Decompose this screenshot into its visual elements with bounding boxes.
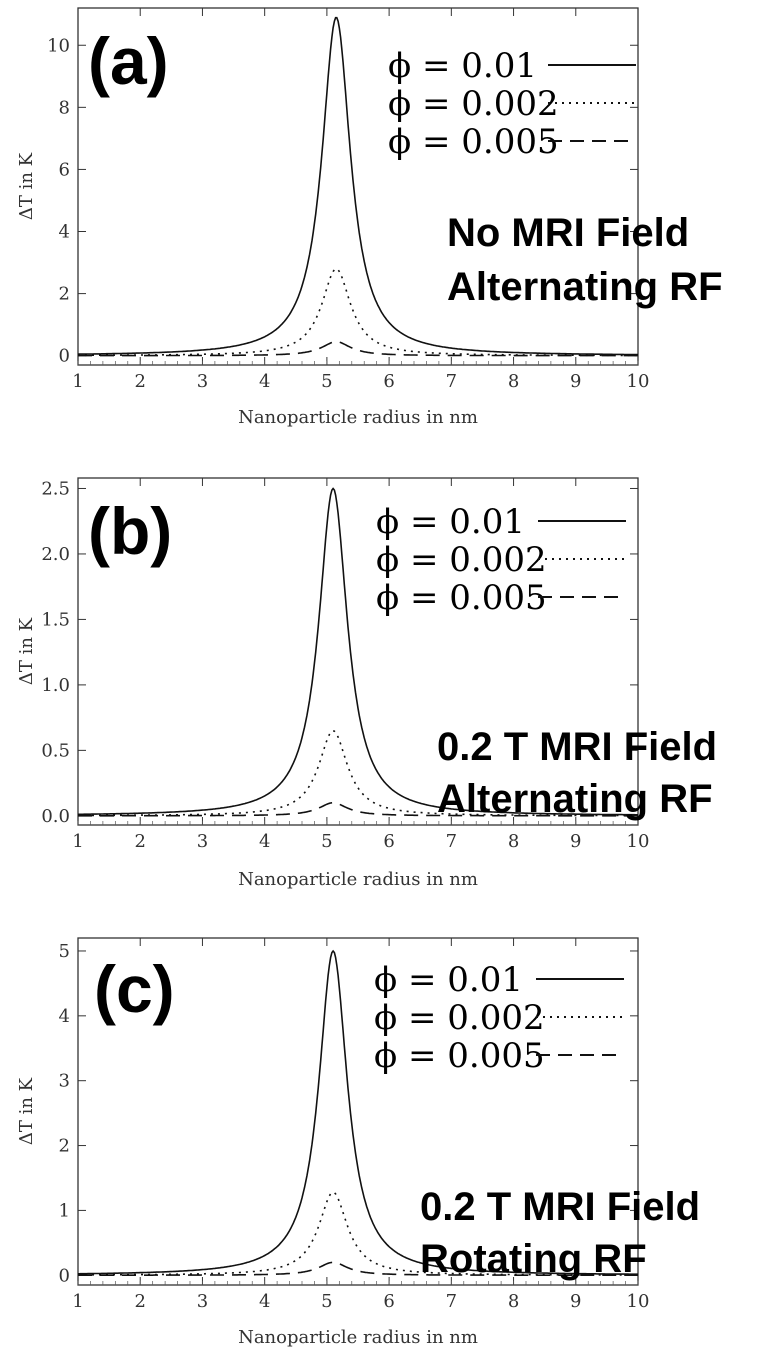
x-axis-label: Nanoparticle radius in nm xyxy=(238,869,478,890)
x-tick-label: 8 xyxy=(508,831,519,852)
y-tick-label: 0.0 xyxy=(41,806,70,827)
plot-frame xyxy=(77,477,639,826)
plot-frame xyxy=(77,7,639,366)
x-tick-label: 6 xyxy=(383,371,394,392)
x-tick-label: 9 xyxy=(570,371,581,392)
y-tick-label: 1.0 xyxy=(41,675,70,696)
y-tick-label: 0.5 xyxy=(41,740,70,761)
plot-frame xyxy=(77,937,639,1286)
x-tick-label: 5 xyxy=(321,1291,332,1312)
y-tick-label: 2 xyxy=(59,1136,70,1157)
x-tick-label: 1 xyxy=(72,1291,83,1312)
annotation-text: 0.2 T MRI Field xyxy=(437,725,717,769)
x-tick-label: 3 xyxy=(197,831,208,852)
x-tick-label: 5 xyxy=(321,831,332,852)
legend-label: ϕ = 0.005 xyxy=(388,122,559,162)
x-tick-label: 4 xyxy=(259,1291,270,1312)
x-tick-label: 2 xyxy=(134,831,145,852)
y-axis-label: ΔT in K xyxy=(16,1077,37,1145)
x-axis-label: Nanoparticle radius in nm xyxy=(238,1327,478,1347)
y-axis-label: ΔT in K xyxy=(16,617,37,685)
y-tick-label: 1 xyxy=(59,1200,70,1221)
x-tick-label: 7 xyxy=(446,371,457,392)
y-tick-label: 6 xyxy=(59,159,70,180)
panel-label: (b) xyxy=(88,494,172,568)
panel-label: (c) xyxy=(94,952,175,1026)
annotation-text: No MRI Field xyxy=(447,211,689,255)
x-tick-label: 9 xyxy=(570,831,581,852)
series-line-3 xyxy=(78,801,638,817)
annotation-text: Alternating RF xyxy=(447,265,723,309)
y-tick-label: 3 xyxy=(59,1071,70,1092)
series-line-1 xyxy=(77,16,638,356)
legend-label: ϕ = 0.002 xyxy=(374,998,545,1038)
chart-panel-1: 1 2 3 4 5 6 7 8 9 10 0 2 4 6 8 10 Nanoparticle radius in… xyxy=(16,7,723,428)
chart-panel-2: 1 2 3 4 5 6 7 8 9 10 0.0 0.5 1.0 1.5 2.0 2.5 Nanoparticl… xyxy=(16,477,717,890)
x-tick-label: 7 xyxy=(446,1291,457,1312)
y-tick-label: 0 xyxy=(59,346,70,367)
annotation-text: 0.2 T MRI Field xyxy=(420,1185,700,1229)
annotation-text: Rotating RF xyxy=(420,1237,647,1281)
series-line-3 xyxy=(78,340,638,357)
y-tick-label: 4 xyxy=(59,222,70,243)
x-tick-label: 2 xyxy=(134,371,145,392)
x-tick-label: 8 xyxy=(508,1291,519,1312)
y-tick-label: 8 xyxy=(59,97,70,118)
y-tick-label: 4 xyxy=(59,1006,70,1027)
x-tick-label: 7 xyxy=(446,831,457,852)
x-tick-label: 2 xyxy=(134,1291,145,1312)
x-tick-label: 1 xyxy=(72,371,83,392)
y-tick-label: 2 xyxy=(59,284,70,305)
x-tick-label: 3 xyxy=(197,371,208,392)
y-tick-label: 5 xyxy=(59,941,70,962)
legend-label: ϕ = 0.002 xyxy=(388,84,559,124)
panel-label: (a) xyxy=(88,24,169,98)
y-tick-label: 1.5 xyxy=(41,609,70,630)
x-axis-label: Nanoparticle radius in nm xyxy=(238,407,478,428)
x-tick-label: 10 xyxy=(627,831,650,852)
y-tick-label: 0 xyxy=(59,1265,70,1286)
legend-label: ϕ = 0.002 xyxy=(376,540,547,580)
y-tick-label: 2.5 xyxy=(41,478,70,499)
x-tick-label: 4 xyxy=(259,831,270,852)
y-tick-label: 10 xyxy=(47,35,70,56)
x-tick-label: 5 xyxy=(321,371,332,392)
x-tick-label: 6 xyxy=(383,1291,394,1312)
x-tick-label: 10 xyxy=(627,1291,650,1312)
x-tick-label: 10 xyxy=(627,371,650,392)
x-tick-label: 3 xyxy=(197,1291,208,1312)
legend-label: ϕ = 0.01 xyxy=(376,502,525,542)
x-tick-label: 1 xyxy=(72,831,83,852)
series-line-1 xyxy=(78,487,638,816)
legend-label: ϕ = 0.01 xyxy=(388,46,537,86)
legend-label: ϕ = 0.005 xyxy=(376,578,547,618)
series-line-1 xyxy=(78,949,638,1275)
series-line-3 xyxy=(78,1261,638,1276)
annotation-text: Alternating RF xyxy=(437,777,713,821)
x-tick-label: 9 xyxy=(570,1291,581,1312)
x-tick-label: 4 xyxy=(259,371,270,392)
x-tick-label: 6 xyxy=(383,831,394,852)
legend-label: ϕ = 0.01 xyxy=(374,960,523,1000)
x-tick-label: 8 xyxy=(508,371,519,392)
y-axis-label: ΔT in K xyxy=(16,152,37,220)
legend-label: ϕ = 0.005 xyxy=(374,1036,545,1076)
y-tick-label: 2.0 xyxy=(41,544,70,565)
